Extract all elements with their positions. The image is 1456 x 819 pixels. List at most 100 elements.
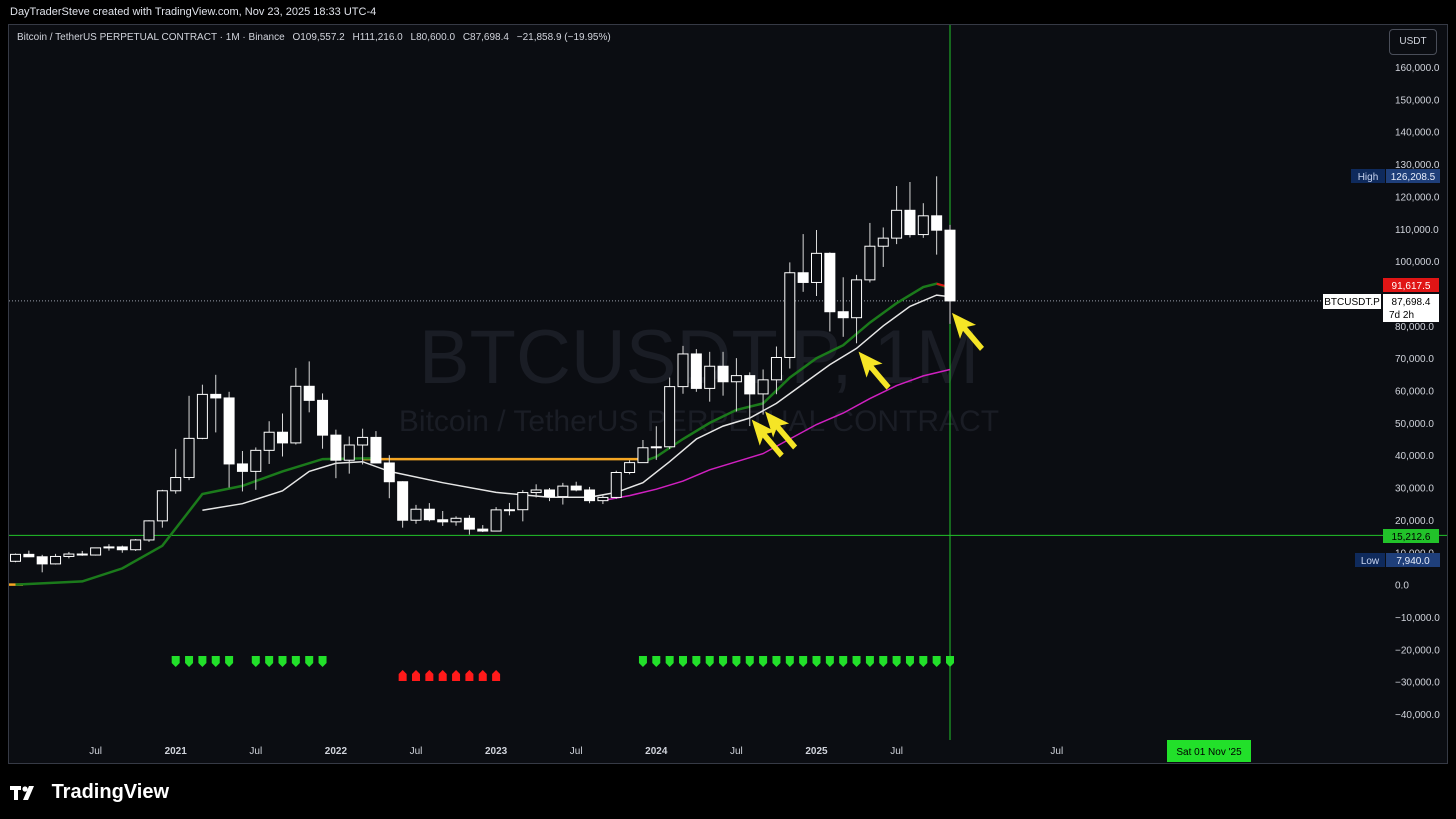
candle-body <box>450 517 462 523</box>
candle-body <box>330 434 342 461</box>
buy-signal-marker <box>865 656 874 667</box>
sell-signal-marker <box>438 670 447 681</box>
candle <box>263 421 275 464</box>
candle-body <box>864 245 876 281</box>
candle <box>864 222 876 283</box>
candle <box>544 488 555 502</box>
candle-body <box>303 385 315 401</box>
hline-value-bg <box>1383 529 1439 543</box>
candle <box>183 395 195 481</box>
candle <box>330 429 342 479</box>
candle-body <box>824 252 836 313</box>
candle-body <box>36 556 48 565</box>
candle-body <box>370 436 382 464</box>
candle <box>717 351 729 396</box>
candle <box>797 234 809 292</box>
candle-body <box>730 375 742 383</box>
symbol-tag: BTCUSDT.P <box>1324 297 1380 308</box>
y-tick-label: −20,000.0 <box>1395 645 1440 656</box>
buy-signal-marker <box>719 656 728 667</box>
candle-body <box>156 490 168 522</box>
y-tick-label: 30,000.0 <box>1395 484 1434 495</box>
candle <box>36 554 48 573</box>
currency-button[interactable]: USDT <box>1389 29 1437 55</box>
y-tick-label: −30,000.0 <box>1395 678 1440 689</box>
candle-body <box>624 462 636 474</box>
y-tick-label: 70,000.0 <box>1395 354 1434 365</box>
candle <box>851 274 863 344</box>
x-tick-label: 2024 <box>645 746 668 757</box>
candle-body <box>76 553 88 556</box>
sell-signal-marker <box>478 670 487 681</box>
y-tick-label: 60,000.0 <box>1395 387 1434 398</box>
candle <box>877 227 889 267</box>
price-chart[interactable]: BTCUSDT.P, 1M Bitcoin / TetherUS PERPETU… <box>9 25 1448 764</box>
high-tag: High <box>1358 172 1379 183</box>
y-tick-label: 100,000.0 <box>1395 257 1440 268</box>
candle-body <box>277 431 288 444</box>
candle <box>10 553 21 563</box>
y-tick-label: 0.0 <box>1395 581 1409 592</box>
x-tick-label: 2021 <box>165 746 188 757</box>
candle <box>931 176 943 255</box>
candle <box>236 450 248 492</box>
candle-body <box>490 509 502 532</box>
candle-body <box>797 272 809 283</box>
buy-signal-marker <box>265 656 274 667</box>
candle-body <box>263 431 275 451</box>
y-tick-label: 150,000.0 <box>1395 95 1440 106</box>
candle-body <box>477 528 489 532</box>
candle-body <box>410 508 422 521</box>
buy-signal-marker <box>946 656 954 667</box>
sell-signal-marker <box>465 670 474 681</box>
candle-body <box>904 209 916 236</box>
buy-signal-marker <box>932 656 941 667</box>
candle <box>450 516 462 526</box>
buy-signal-marker <box>211 656 220 667</box>
y-tick-label: 50,000.0 <box>1395 419 1434 430</box>
price-labels: High 126,208.5 91,617.5 BTCUSDT.P 87,698… <box>1167 169 1440 762</box>
candle <box>23 550 35 558</box>
candle-body <box>196 393 208 439</box>
candle-body <box>650 446 662 449</box>
candle <box>63 551 75 559</box>
x-tick-label: Jul <box>410 746 423 757</box>
candle <box>463 515 475 535</box>
low-tag: Low <box>1361 556 1380 567</box>
candle <box>811 230 822 297</box>
candle <box>437 511 449 526</box>
candle <box>410 504 422 524</box>
high-tag-bg <box>1351 169 1385 183</box>
x-axis[interactable]: Jul 2021 Jul 2022 Jul 2023 Jul 2024 Jul 2025 Jul Ju… <box>89 746 1063 757</box>
candle <box>664 377 676 450</box>
candle <box>730 358 742 412</box>
buy-signal-marker <box>278 656 287 667</box>
chart-frame[interactable]: BTCUSDT.P, 1M Bitcoin / TetherUS PERPETU… <box>8 24 1448 764</box>
buy-signal-marker <box>171 656 180 667</box>
candle <box>477 525 489 533</box>
buy-signal-marker <box>799 656 808 667</box>
sell-signal-marker <box>398 670 407 681</box>
candle <box>770 346 782 395</box>
candle-body <box>236 463 248 472</box>
candle-body <box>397 481 409 521</box>
candle-body <box>383 462 395 483</box>
buy-signal-marker <box>839 656 848 667</box>
legend-high: H111,216.0 <box>352 32 403 43</box>
candle <box>397 481 409 528</box>
buy-signal-marker <box>919 656 928 667</box>
candle <box>904 182 916 238</box>
y-tick-label: 80,000.0 <box>1395 322 1434 333</box>
candle <box>744 372 756 427</box>
buy-signal-marker <box>692 656 701 667</box>
y-axis[interactable]: 160,000.0 150,000.0 140,000.0 130,000.0 120,… <box>1395 63 1440 721</box>
candle-body <box>570 485 582 491</box>
candle-body <box>597 496 609 502</box>
candle <box>103 544 115 551</box>
candle-body <box>837 311 849 319</box>
candle <box>130 538 142 551</box>
x-tick-label: 2023 <box>485 746 508 757</box>
candle-body <box>290 385 302 444</box>
symbol-tag-bg <box>1323 294 1381 309</box>
candle <box>210 374 222 433</box>
